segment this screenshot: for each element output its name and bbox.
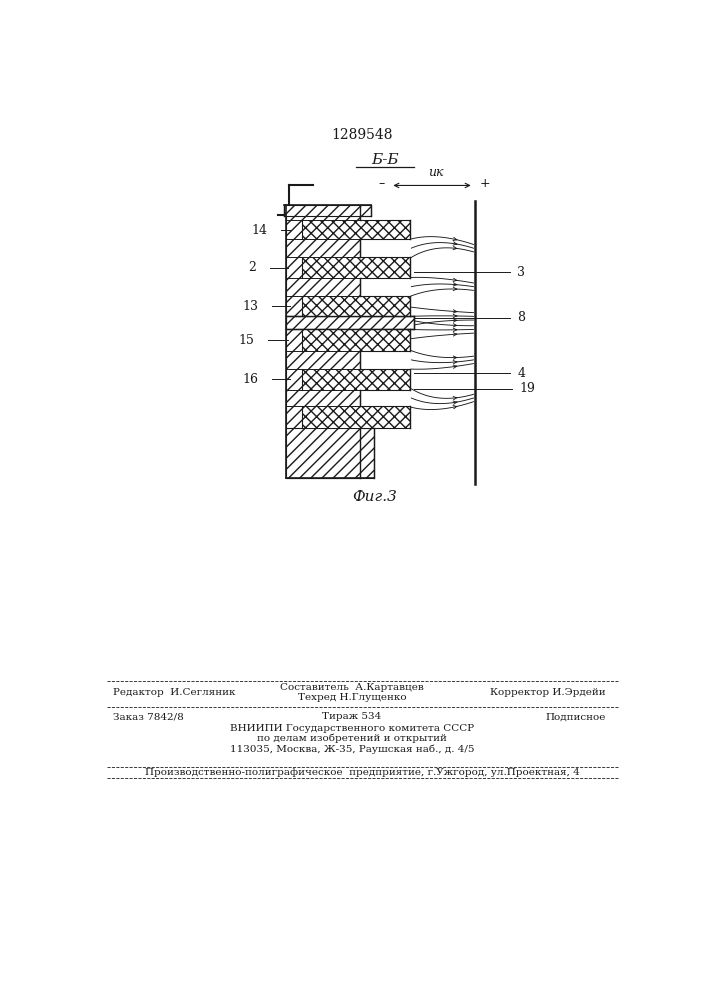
Text: uк: uк bbox=[428, 166, 443, 179]
Text: 15: 15 bbox=[238, 334, 254, 347]
Bar bbox=[284, 205, 371, 216]
Text: Заказ 7842/8: Заказ 7842/8 bbox=[113, 712, 184, 721]
Bar bbox=[302, 369, 409, 389]
Text: 14: 14 bbox=[251, 224, 267, 237]
Text: 4: 4 bbox=[518, 367, 525, 380]
Text: 3: 3 bbox=[518, 266, 525, 279]
Text: –: – bbox=[378, 177, 385, 190]
Text: по делам изобретений и открытий: по делам изобретений и открытий bbox=[257, 734, 447, 743]
Text: 8: 8 bbox=[518, 311, 525, 324]
Text: Тираж 534: Тираж 534 bbox=[322, 712, 382, 721]
Text: 19: 19 bbox=[520, 382, 536, 395]
Text: Фиг.3: Фиг.3 bbox=[353, 490, 397, 504]
Text: 13: 13 bbox=[242, 300, 258, 313]
Text: +: + bbox=[480, 177, 491, 190]
Bar bbox=[302, 406, 409, 428]
Text: Техред Н.Глущенко: Техред Н.Глущенко bbox=[298, 693, 407, 702]
Bar bbox=[286, 205, 360, 478]
Bar bbox=[302, 296, 409, 316]
Bar bbox=[286, 428, 373, 478]
Text: Составитель  А.Картавцев: Составитель А.Картавцев bbox=[280, 683, 423, 692]
Text: Производственно-полиграфическое  предприятие, г.Ужгород, ул.Проектная, 4: Производственно-полиграфическое предприя… bbox=[144, 768, 579, 777]
Bar bbox=[286, 316, 414, 329]
Text: 2: 2 bbox=[248, 261, 256, 274]
Text: Б-Б: Б-Б bbox=[371, 153, 399, 167]
Text: Редактор  И.Сегляник: Редактор И.Сегляник bbox=[113, 688, 235, 697]
Text: ВНИИПИ Государственного комитета СССР: ВНИИПИ Государственного комитета СССР bbox=[230, 724, 474, 733]
Bar bbox=[302, 220, 409, 239]
Bar bbox=[302, 329, 409, 351]
Text: Подписное: Подписное bbox=[546, 712, 606, 721]
Text: Корректор И.Эрдейи: Корректор И.Эрдейи bbox=[491, 688, 606, 697]
Text: 16: 16 bbox=[242, 373, 258, 386]
Text: 113035, Москва, Ж-35, Раушская наб., д. 4/5: 113035, Москва, Ж-35, Раушская наб., д. … bbox=[230, 744, 474, 754]
Bar bbox=[302, 257, 409, 278]
Text: 1289548: 1289548 bbox=[331, 128, 392, 142]
